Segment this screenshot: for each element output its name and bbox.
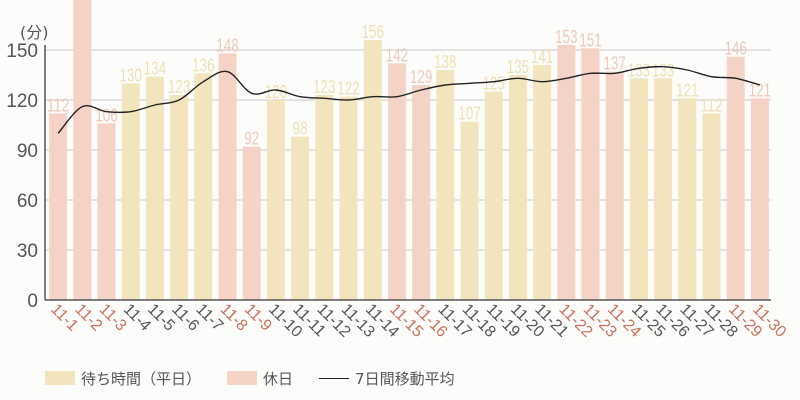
x-tick-label: 11-1 [47, 301, 81, 335]
y-tick-label: 90 [17, 141, 38, 162]
bar-series [49, 0, 769, 301]
x-tick-label: 11-4 [120, 301, 154, 335]
bar [121, 83, 140, 300]
legend-label-holiday: 休日 [263, 369, 294, 388]
bar [750, 98, 769, 300]
bar-value-label: 123 [168, 77, 191, 97]
bar [702, 113, 721, 300]
bar [387, 63, 406, 301]
legend-label-weekday: 待ち時間（平日） [81, 369, 202, 388]
bar [654, 78, 673, 300]
y-tick-label: 120 [6, 91, 38, 112]
legend-item-average: 7日間移動平均 [319, 368, 455, 389]
bar-value-label: 106 [95, 105, 118, 125]
bar [581, 48, 600, 301]
bar [726, 56, 745, 300]
y-axis-ticks: 0 30 60 90 120 150 [6, 41, 38, 312]
bar-value-label: 141 [531, 47, 554, 67]
bar [170, 95, 189, 300]
x-tick-label: 11-3 [96, 301, 130, 335]
bar [49, 113, 68, 300]
x-tick-label: 11-5 [144, 301, 178, 335]
bar [242, 146, 261, 300]
average-line-swatch [319, 377, 350, 379]
bar [460, 121, 479, 301]
bar [315, 95, 334, 300]
bar-value-label: 121 [749, 80, 772, 100]
x-tick-label: 11-8 [217, 301, 251, 335]
legend-item-holiday: 休日 [227, 368, 293, 389]
bar-value-label: 136 [192, 55, 215, 75]
bar-value-label: 129 [410, 67, 433, 87]
bar [436, 70, 455, 300]
bar-value-label: 138 [434, 52, 457, 72]
bar [557, 45, 576, 300]
bar-value-label: 92 [244, 129, 259, 149]
bar [363, 40, 382, 300]
bar-value-label: 148 [216, 35, 239, 55]
y-tick-label: 0 [27, 291, 38, 312]
bar [97, 123, 116, 300]
bar [678, 98, 697, 300]
bar-value-label: 123 [313, 77, 336, 97]
bar-value-label: 142 [386, 45, 409, 65]
y-axis-unit-label: (分) [20, 23, 49, 42]
bar [629, 78, 648, 300]
x-axis-ticks: 11-111-211-311-411-511-611-711-811-911-1… [47, 301, 789, 341]
legend-item-weekday: 待ち時間（平日） [45, 368, 201, 389]
legend-label-average: 7日間移動平均 [355, 369, 455, 388]
gridlines [45, 49, 771, 251]
bar-value-label: 107 [458, 104, 481, 124]
y-tick-label: 150 [6, 41, 38, 62]
holiday-swatch [227, 371, 258, 385]
weekday-swatch [45, 371, 75, 385]
y-tick-label: 30 [17, 241, 38, 262]
bar [484, 91, 503, 301]
bar-value-label: 112 [47, 95, 70, 115]
bar-value-label: 151 [579, 30, 602, 50]
moving-average-line [57, 65, 761, 134]
legend: 待ち時間（平日） 休日 7日間移動平均 [45, 367, 481, 389]
bar-value-label: 125 [482, 74, 505, 94]
bar-value-label: 137 [603, 54, 626, 74]
bar [194, 73, 213, 300]
bar [291, 136, 310, 300]
x-tick-label: 11-7 [192, 301, 226, 335]
bar [73, 0, 92, 300]
bar [218, 53, 237, 301]
x-tick-label: 11-9 [241, 301, 275, 335]
x-tick-label: 11-6 [168, 301, 202, 335]
bar [266, 100, 285, 300]
bar-value-label: 146 [724, 39, 747, 59]
bar-value-label: 135 [507, 57, 530, 77]
bar-value-label: 133 [652, 60, 675, 80]
bar-value-label: 130 [119, 65, 142, 85]
y-tick-label: 60 [17, 191, 38, 212]
bar [339, 96, 358, 301]
bar [412, 85, 431, 300]
bar-value-label: 133 [628, 60, 651, 80]
bar-value-label: 156 [361, 22, 384, 42]
bar-value-label: 112 [700, 95, 723, 115]
bar [508, 75, 527, 300]
bar-value-label: 120 [265, 82, 288, 102]
bar [605, 71, 624, 301]
x-tick-label: 11-2 [71, 301, 105, 335]
bar-value-label: 98 [293, 119, 308, 139]
bar-value-label: 153 [555, 27, 578, 47]
bar [145, 76, 164, 301]
bar [533, 65, 552, 300]
bar-value-label: 121 [676, 80, 699, 100]
bar-value-label: 122 [337, 79, 360, 99]
bar-value-label: 134 [144, 59, 167, 79]
